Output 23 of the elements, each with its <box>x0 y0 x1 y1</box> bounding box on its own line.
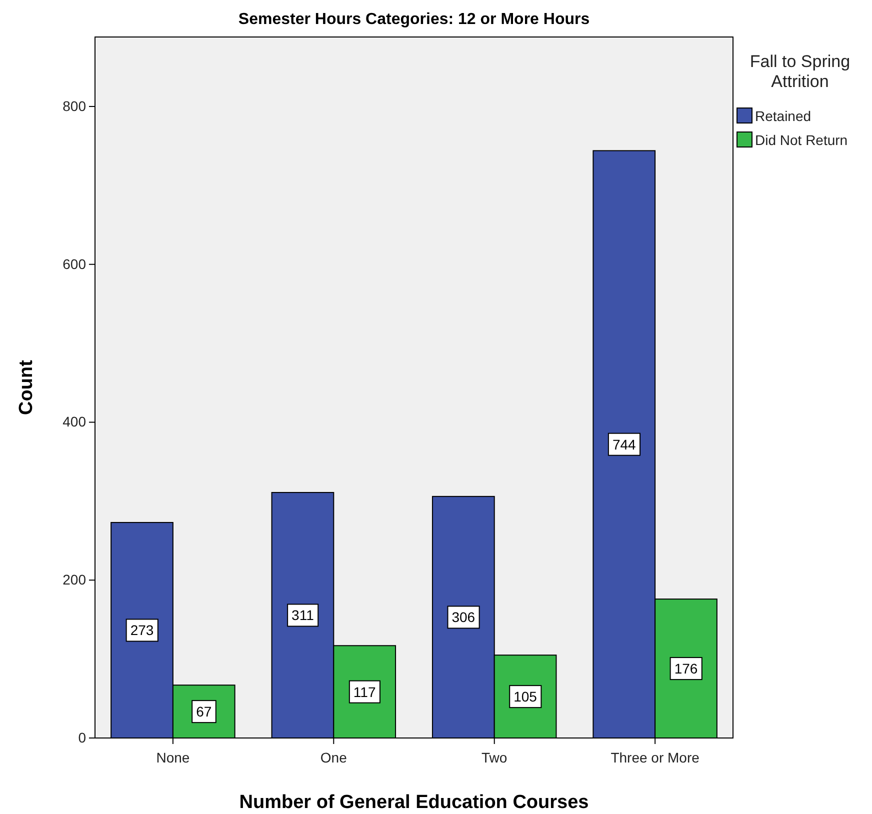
data-label: 117 <box>353 684 376 700</box>
data-label: 744 <box>612 436 636 452</box>
y-tick-label: 200 <box>62 572 86 588</box>
data-label: 273 <box>130 622 154 638</box>
x-axis-title: Number of General Education Courses <box>239 792 589 813</box>
y-tick-label: 600 <box>62 256 86 272</box>
legend-label: Did Not Return <box>755 132 848 148</box>
x-tick-label: Two <box>482 749 508 766</box>
data-label: 306 <box>452 609 476 626</box>
data-label: 67 <box>196 704 212 720</box>
legend-label: Retained <box>755 108 812 124</box>
data-label: 105 <box>514 688 538 705</box>
x-tick-label: Three or More <box>610 749 700 766</box>
y-tick-label: 400 <box>62 414 86 430</box>
chart-title: Semester Hours Categories: 12 or More Hours <box>238 11 590 28</box>
data-label: 311 <box>292 607 314 624</box>
x-tick-label: None <box>156 749 190 766</box>
x-tick-label: One <box>320 749 348 766</box>
y-axis-title: Count <box>16 359 37 415</box>
data-label: 176 <box>674 660 698 677</box>
legend-title: Fall to Spring Attrition <box>750 52 850 91</box>
y-tick-label: 800 <box>62 98 86 114</box>
y-tick-label: 0 <box>78 729 86 746</box>
